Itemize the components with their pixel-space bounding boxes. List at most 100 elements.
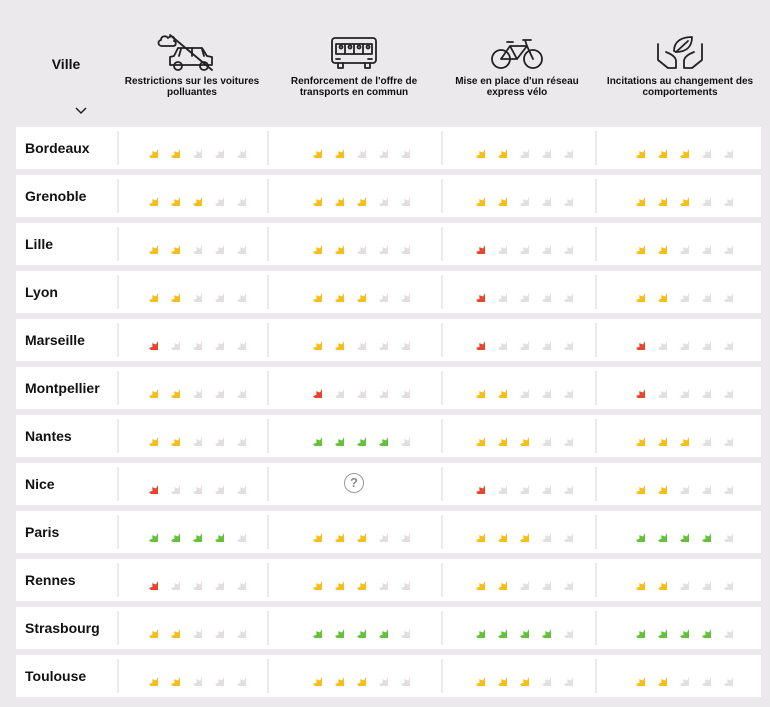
filled-star-icon [647, 234, 667, 254]
rating-score [302, 522, 412, 542]
filled-star-icon [302, 570, 322, 590]
empty-star-icon [226, 282, 246, 302]
filled-star-icon [625, 666, 645, 686]
empty-star-icon [531, 522, 551, 542]
rating-score [138, 570, 248, 590]
city-name: Strasbourg [25, 620, 100, 636]
rating-score [138, 522, 248, 542]
empty-star-icon [368, 186, 388, 206]
rating-score [625, 474, 735, 494]
table-row: Lyon [16, 271, 761, 313]
rating-score [138, 666, 248, 686]
rating-score [625, 522, 735, 542]
chevron-down-icon[interactable] [74, 106, 88, 116]
filled-star-icon [465, 666, 485, 686]
table-row: Lille [16, 223, 761, 265]
bus-icon [331, 37, 377, 69]
column-divider [595, 611, 597, 645]
empty-star-icon [226, 426, 246, 446]
column-divider [441, 371, 443, 405]
empty-star-icon [669, 474, 689, 494]
empty-star-icon [182, 570, 202, 590]
empty-star-icon [346, 378, 366, 398]
empty-star-icon [368, 666, 388, 686]
empty-star-icon [553, 234, 573, 254]
table-row: Paris [16, 511, 761, 553]
empty-star-icon [691, 426, 711, 446]
column-divider [595, 227, 597, 261]
empty-star-icon [487, 234, 507, 254]
empty-star-icon [182, 474, 202, 494]
column-divider [595, 371, 597, 405]
city-name: Marseille [25, 332, 85, 348]
empty-star-icon [713, 138, 733, 158]
filled-star-icon [346, 666, 366, 686]
empty-star-icon [487, 474, 507, 494]
filled-star-icon [647, 138, 667, 158]
empty-star-icon [531, 330, 551, 350]
empty-star-icon [531, 138, 551, 158]
empty-star-icon [713, 522, 733, 542]
filled-star-icon [368, 618, 388, 638]
column-divider [441, 227, 443, 261]
filled-star-icon [465, 570, 485, 590]
city-column-header[interactable]: Ville [16, 0, 116, 124]
empty-star-icon [691, 570, 711, 590]
filled-star-icon [138, 474, 158, 494]
filled-star-icon [487, 618, 507, 638]
empty-star-icon [226, 570, 246, 590]
filled-star-icon [302, 666, 322, 686]
filled-star-icon [324, 234, 344, 254]
empty-star-icon [368, 138, 388, 158]
city-name: Lille [25, 236, 54, 252]
empty-star-icon [691, 474, 711, 494]
column-divider [441, 611, 443, 645]
empty-star-icon [182, 378, 202, 398]
column-divider [441, 659, 443, 693]
empty-star-icon [204, 666, 224, 686]
empty-star-icon [487, 282, 507, 302]
column-divider [441, 419, 443, 453]
rating-score [625, 666, 735, 686]
table-row: Rennes [16, 559, 761, 601]
rating-score [138, 378, 248, 398]
city-name: Toulouse [25, 668, 87, 684]
empty-star-icon [531, 378, 551, 398]
empty-star-icon [509, 330, 529, 350]
column-divider [117, 563, 119, 597]
empty-star-icon [390, 666, 410, 686]
table-row: Montpellier [16, 367, 761, 409]
empty-star-icon [553, 474, 573, 494]
empty-star-icon [553, 330, 573, 350]
column-divider [117, 323, 119, 357]
filled-star-icon [465, 426, 485, 446]
city-name: Bordeaux [25, 140, 90, 156]
filled-star-icon [160, 186, 180, 206]
filled-star-icon [324, 138, 344, 158]
filled-star-icon [138, 330, 158, 350]
empty-star-icon [204, 282, 224, 302]
column-divider [441, 323, 443, 357]
empty-star-icon [669, 570, 689, 590]
empty-star-icon [691, 330, 711, 350]
empty-star-icon [368, 378, 388, 398]
empty-star-icon [346, 138, 366, 158]
rating-score [465, 618, 575, 638]
empty-star-icon [553, 186, 573, 206]
rating-score [302, 378, 412, 398]
column-divider [595, 275, 597, 309]
filled-star-icon [324, 282, 344, 302]
filled-star-icon [138, 378, 158, 398]
filled-star-icon [647, 666, 667, 686]
empty-star-icon [713, 186, 733, 206]
empty-star-icon [182, 330, 202, 350]
empty-star-icon [531, 234, 551, 254]
rating-score [138, 474, 248, 494]
filled-star-icon [465, 330, 485, 350]
filled-star-icon [625, 522, 645, 542]
filled-star-icon [324, 426, 344, 446]
empty-star-icon [226, 378, 246, 398]
column-divider [117, 179, 119, 213]
filled-star-icon [138, 618, 158, 638]
table-row: Grenoble [16, 175, 761, 217]
